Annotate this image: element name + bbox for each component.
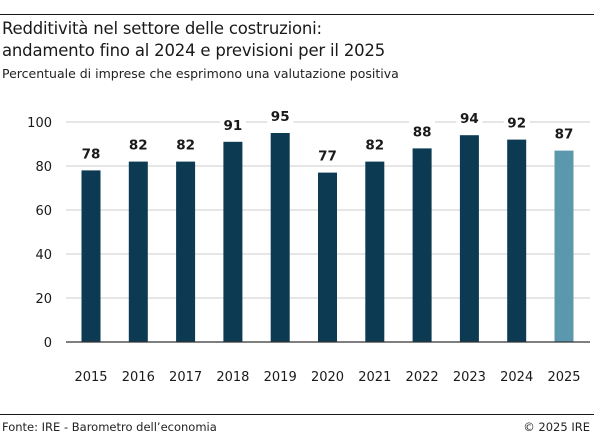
data-label-background [125, 134, 152, 153]
bar [128, 161, 148, 342]
x-tick-label: 2024 [500, 370, 533, 385]
bar [270, 133, 290, 342]
title-line-2: andamento fino al 2024 e previsioni per … [2, 41, 386, 60]
data-label-background [456, 108, 483, 127]
x-tick-label: 2015 [74, 370, 107, 385]
data-label: 95 [271, 109, 290, 125]
y-tick-label: 100 [27, 116, 52, 131]
bar-chart: 0 20 40 60 80 100 78 2015 82 2016 82 2017 91 2018 95 20… [27, 106, 590, 385]
x-tick-label: 2016 [122, 370, 155, 385]
copyright-note: © 2025 IRE [523, 420, 590, 434]
x-tick-label: 2025 [547, 370, 580, 385]
x-tick-label: 2020 [311, 370, 344, 385]
y-tick-label: 80 [35, 160, 52, 175]
y-tick-label: 40 [35, 248, 52, 263]
y-tick-label: 0 [44, 336, 52, 351]
data-label: 91 [224, 118, 243, 134]
x-tick-label: 2022 [406, 370, 439, 385]
x-tick-label: 2021 [358, 370, 391, 385]
data-label-background [314, 145, 341, 164]
data-label: 78 [82, 146, 101, 162]
chart-title: Redditività nel settore delle costruzion… [2, 18, 385, 62]
data-label: 92 [507, 116, 526, 132]
data-label-background [172, 134, 199, 153]
data-label: 82 [176, 138, 195, 154]
x-tick-label: 2017 [169, 370, 202, 385]
x-tick-label: 2023 [453, 370, 486, 385]
data-label: 82 [129, 138, 148, 154]
chart-subtitle: Percentuale di imprese che esprimono una… [2, 66, 399, 81]
data-label-background [78, 143, 104, 162]
data-label-background [551, 123, 577, 142]
x-tick-label: 2018 [216, 370, 249, 385]
bar [507, 139, 527, 342]
data-label-background [409, 121, 436, 140]
bar [554, 150, 574, 342]
top-rule [0, 14, 594, 15]
data-label: 77 [318, 149, 337, 165]
x-tick-label: 2019 [264, 370, 297, 385]
data-label: 88 [413, 124, 432, 140]
title-line-1: Redditività nel settore delle costruzion… [2, 19, 322, 38]
bar [318, 172, 337, 342]
y-tick-label: 20 [35, 292, 52, 307]
data-label: 87 [555, 127, 574, 143]
source-note: Fonte: IRE - Barometro dell’economia [2, 420, 217, 434]
data-label-background [503, 112, 530, 131]
y-tick-label: 60 [35, 204, 52, 219]
bar [223, 141, 243, 342]
bar [176, 161, 196, 342]
bar [459, 135, 479, 342]
data-label: 94 [460, 111, 479, 127]
bar [81, 170, 101, 342]
data-label: 82 [365, 138, 384, 154]
data-label-background [267, 106, 294, 124]
bottom-rule [0, 414, 594, 415]
bar [365, 161, 385, 342]
data-label-background [361, 134, 388, 153]
data-label-background [219, 114, 246, 133]
bar [412, 148, 432, 342]
